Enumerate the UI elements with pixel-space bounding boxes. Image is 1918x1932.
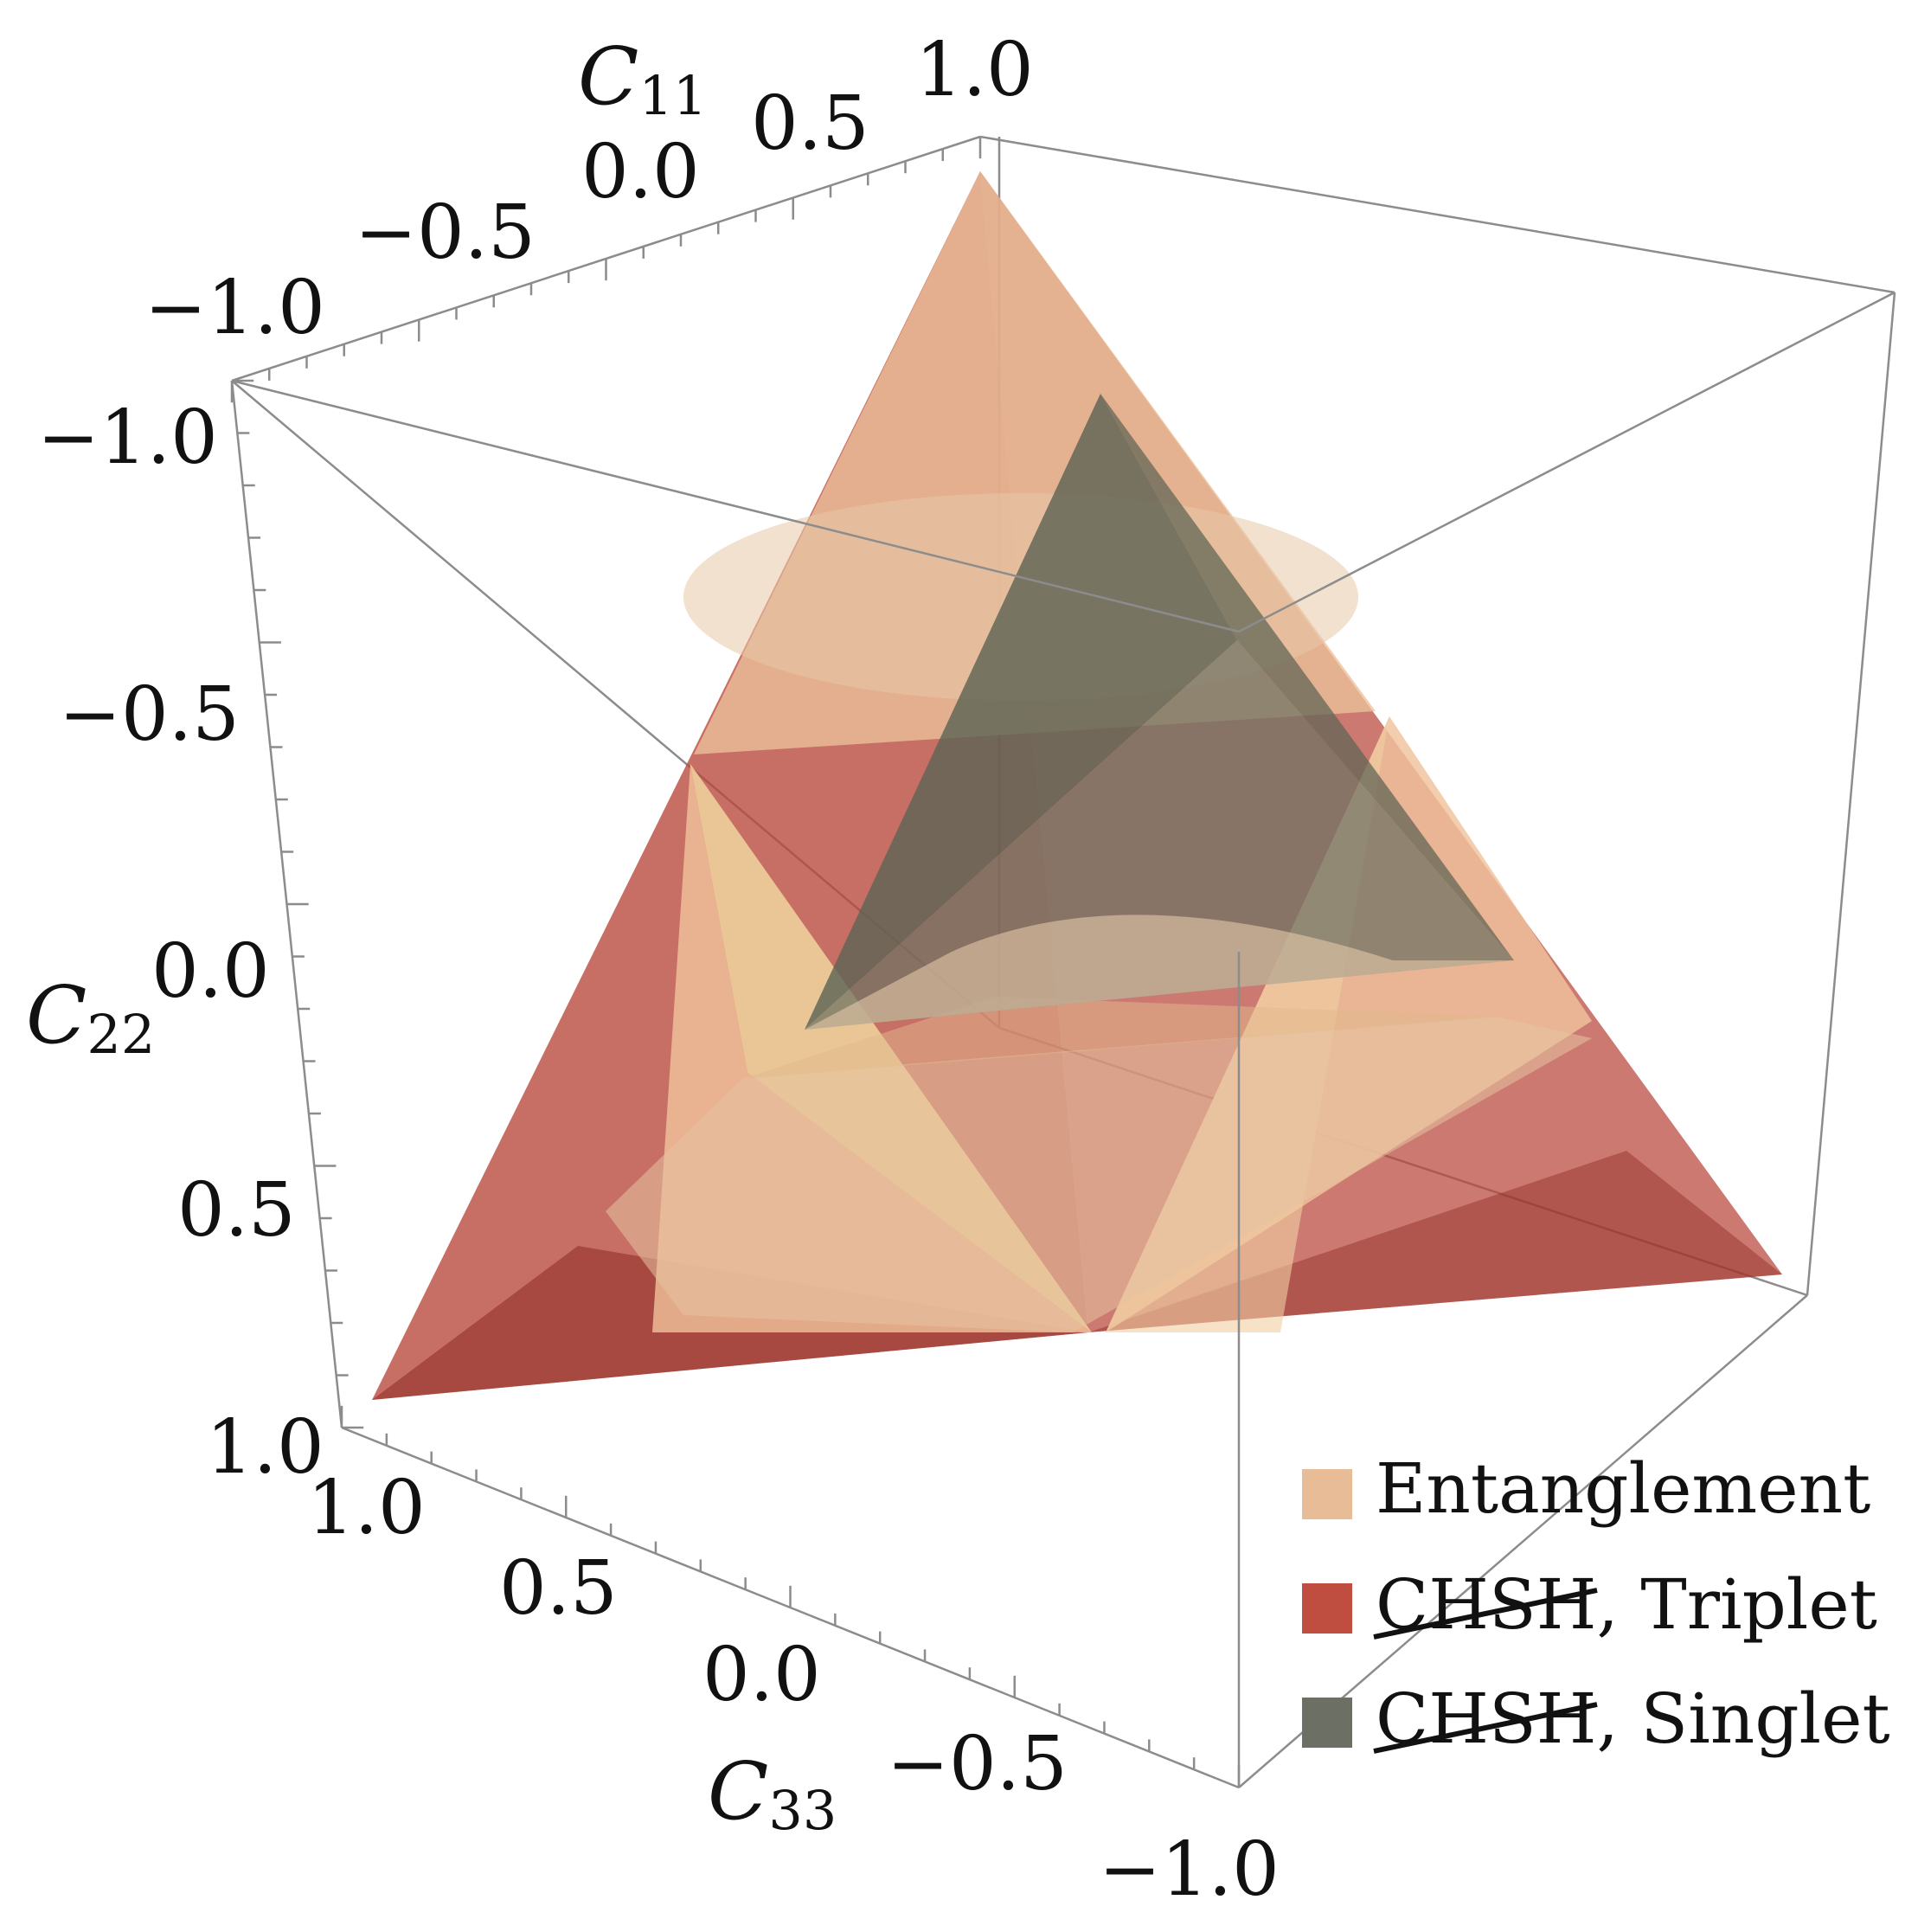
c22-tick-label: −1.0 [37,395,218,481]
tick-marks [230,137,1241,1788]
legend-label-entanglement: Entanglement [1376,1448,1870,1529]
c11-tick-label: −0.5 [355,189,536,276]
c22-tick-labels: −1.0 −0.5 0.0 0.5 1.0 [37,395,324,1491]
c33-tick-label: 0.5 [499,1545,618,1632]
legend-label-triplet: CHSH, Triplet [1376,1564,1877,1645]
c11-tick-labels: −1.0 −0.5 0.0 0.5 1.0 [144,27,1034,351]
c22-tick-label: −0.5 [59,671,240,758]
legend-label-singlet: CHSH, Singlet [1376,1678,1890,1759]
c11-tick-label: 1.0 [915,27,1034,113]
legend-swatch-singlet [1302,1698,1352,1748]
c33-tick-label: −0.5 [887,1721,1068,1807]
box-front-edges [230,135,1896,1789]
legend-swatch-entanglement [1302,1469,1352,1519]
c33-tick-label: −1.0 [1099,1826,1280,1913]
legend-swatch-triplet [1302,1583,1352,1634]
c11-axis-label: C11 [578,30,707,127]
c33-tick-label: 1.0 [307,1465,426,1551]
c33-tick-label: 0.0 [702,1632,821,1718]
legend-strike-triplet [1373,1588,1598,1640]
c22-tick-label: 1.0 [206,1404,324,1491]
c22-axis-label: C22 [26,969,155,1066]
c33-tick-labels: 1.0 0.5 0.0 −0.5 −1.0 [307,1465,1280,1913]
c22-tick-label: 0.5 [177,1167,296,1254]
c11-tick-label: −1.0 [144,265,325,351]
c11-tick-label: 0.0 [581,129,700,215]
region-singlet-chsh [805,394,1514,1030]
c33-axis-label: C33 [708,1745,837,1842]
c22-tick-label: 0.0 [151,928,270,1015]
legend: Entanglement CHSH, Triplet CHSH, Singlet [1302,1448,1890,1759]
c11-tick-label: 0.5 [751,80,869,167]
legend-strike-singlet [1373,1702,1598,1754]
